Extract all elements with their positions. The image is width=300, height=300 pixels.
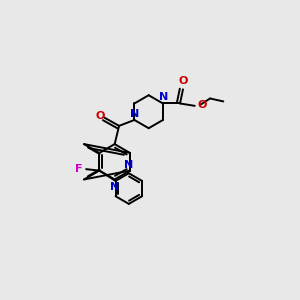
Text: O: O: [179, 76, 188, 86]
Text: N: N: [124, 160, 134, 170]
Text: N: N: [110, 182, 119, 192]
Text: O: O: [198, 100, 207, 110]
Text: F: F: [75, 164, 82, 174]
Text: N: N: [130, 109, 140, 119]
Text: N: N: [159, 92, 168, 102]
Text: O: O: [96, 111, 105, 122]
